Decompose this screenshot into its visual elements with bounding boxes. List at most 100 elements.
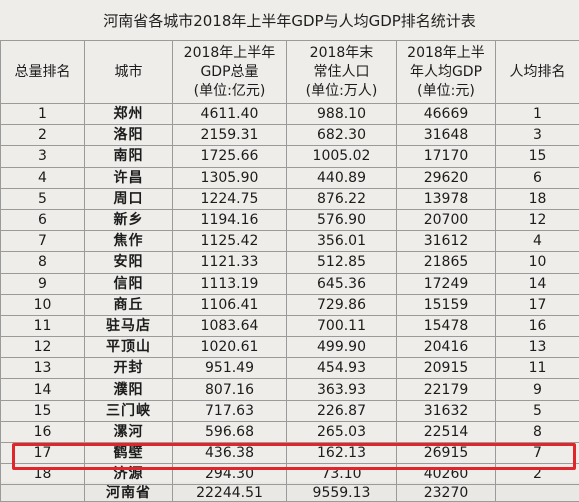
per-capita-gdp-cell: 15159 xyxy=(397,294,496,315)
header-rank: 总量排名 xyxy=(1,41,85,104)
population-cell: 512.85 xyxy=(287,252,397,273)
header-pcgdp-line1: 2018年上半 xyxy=(397,44,495,63)
rank-cell: 8 xyxy=(1,252,85,273)
city-cell: 焦作 xyxy=(85,231,173,252)
city-cell: 濮阳 xyxy=(85,379,173,400)
per-capita-rank-cell: 8 xyxy=(496,421,579,442)
per-capita-gdp-cell: 31648 xyxy=(397,125,496,146)
per-capita-gdp-cell: 31612 xyxy=(397,231,496,252)
gdp-cell: 951.49 xyxy=(173,358,287,379)
total-gdp-cell: 22244.51 xyxy=(173,485,287,502)
per-capita-gdp-cell: 46669 xyxy=(397,104,496,125)
per-capita-gdp-cell: 22514 xyxy=(397,421,496,442)
total-rank-cell xyxy=(1,485,85,502)
population-cell: 265.03 xyxy=(287,421,397,442)
per-capita-rank-cell: 17 xyxy=(496,294,579,315)
header-pop-line2: 常住人口 xyxy=(287,63,396,82)
per-capita-gdp-cell: 17249 xyxy=(397,273,496,294)
rank-cell: 9 xyxy=(1,273,85,294)
rank-cell: 11 xyxy=(1,315,85,336)
population-cell: 356.01 xyxy=(287,231,397,252)
per-capita-gdp-cell: 20700 xyxy=(397,209,496,230)
header-gdp-line1: 2018年上半年 xyxy=(173,44,286,63)
header-pop-line1: 2018年末 xyxy=(287,44,396,63)
gdp-cell: 1725.66 xyxy=(173,146,287,167)
city-cell: 三门峡 xyxy=(85,400,173,421)
gdp-cell: 1194.16 xyxy=(173,209,287,230)
header-per-capita-rank: 人均排名 xyxy=(496,41,579,104)
total-city-cell: 河南省 xyxy=(85,485,173,502)
per-capita-gdp-cell: 26915 xyxy=(397,443,496,464)
header-pcgdp-line2: 年人均GDP xyxy=(397,63,495,82)
city-cell: 商丘 xyxy=(85,294,173,315)
per-capita-rank-cell: 14 xyxy=(496,273,579,294)
per-capita-rank-cell: 13 xyxy=(496,337,579,358)
gdp-cell: 807.16 xyxy=(173,379,287,400)
per-capita-rank-cell: 7 xyxy=(496,443,579,464)
header-city: 城市 xyxy=(85,41,173,104)
rank-cell: 10 xyxy=(1,294,85,315)
population-cell: 729.86 xyxy=(287,294,397,315)
per-capita-rank-cell: 1 xyxy=(496,104,579,125)
gdp-cell: 2159.31 xyxy=(173,125,287,146)
population-cell: 645.36 xyxy=(287,273,397,294)
rank-cell: 6 xyxy=(1,209,85,230)
population-cell: 576.90 xyxy=(287,209,397,230)
per-capita-gdp-cell: 15478 xyxy=(397,315,496,336)
population-cell: 162.13 xyxy=(287,443,397,464)
per-capita-rank-cell: 18 xyxy=(496,188,579,209)
gdp-cell: 717.63 xyxy=(173,400,287,421)
header-pcgdp-line3: (单位:元) xyxy=(397,82,495,101)
gdp-cell: 1020.61 xyxy=(173,337,287,358)
rank-cell: 15 xyxy=(1,400,85,421)
header-gdp: 2018年上半年 GDP总量 (单位:亿元) xyxy=(173,41,287,104)
header-row: 总量排名 城市 2018年上半年 GDP总量 (单位:亿元) 2018年末 常住… xyxy=(1,41,579,104)
city-cell: 信阳 xyxy=(85,273,173,294)
rank-cell: 16 xyxy=(1,421,85,442)
total-population-cell: 9559.13 xyxy=(287,485,397,502)
city-cell: 开封 xyxy=(85,358,173,379)
population-cell: 363.93 xyxy=(287,379,397,400)
per-capita-rank-cell: 9 xyxy=(496,379,579,400)
rank-cell: 4 xyxy=(1,167,85,188)
per-capita-gdp-cell: 22179 xyxy=(397,379,496,400)
gdp-cell: 1106.41 xyxy=(173,294,287,315)
city-cell: 周口 xyxy=(85,188,173,209)
population-cell: 876.22 xyxy=(287,188,397,209)
per-capita-rank-cell: 10 xyxy=(496,252,579,273)
per-capita-rank-cell: 6 xyxy=(496,167,579,188)
city-cell: 新乡 xyxy=(85,209,173,230)
rank-cell: 14 xyxy=(1,379,85,400)
population-cell: 682.30 xyxy=(287,125,397,146)
population-cell: 499.90 xyxy=(287,337,397,358)
population-cell: 988.10 xyxy=(287,104,397,125)
per-capita-rank-cell: 16 xyxy=(496,315,579,336)
rank-cell: 13 xyxy=(1,358,85,379)
city-cell: 许昌 xyxy=(85,167,173,188)
total-per-capita-rank-cell xyxy=(496,485,579,502)
per-capita-gdp-cell: 21865 xyxy=(397,252,496,273)
per-capita-rank-cell: 3 xyxy=(496,125,579,146)
gdp-cell: 436.38 xyxy=(173,443,287,464)
population-cell: 454.93 xyxy=(287,358,397,379)
header-population: 2018年末 常住人口 (单位:万人) xyxy=(287,41,397,104)
per-capita-rank-cell: 11 xyxy=(496,358,579,379)
statistics-sheet: 河南省各城市2018年上半年GDP与人均GDP排名统计表 总量排名 城市 201… xyxy=(0,0,579,482)
rank-cell: 7 xyxy=(1,231,85,252)
city-cell: 南阳 xyxy=(85,146,173,167)
